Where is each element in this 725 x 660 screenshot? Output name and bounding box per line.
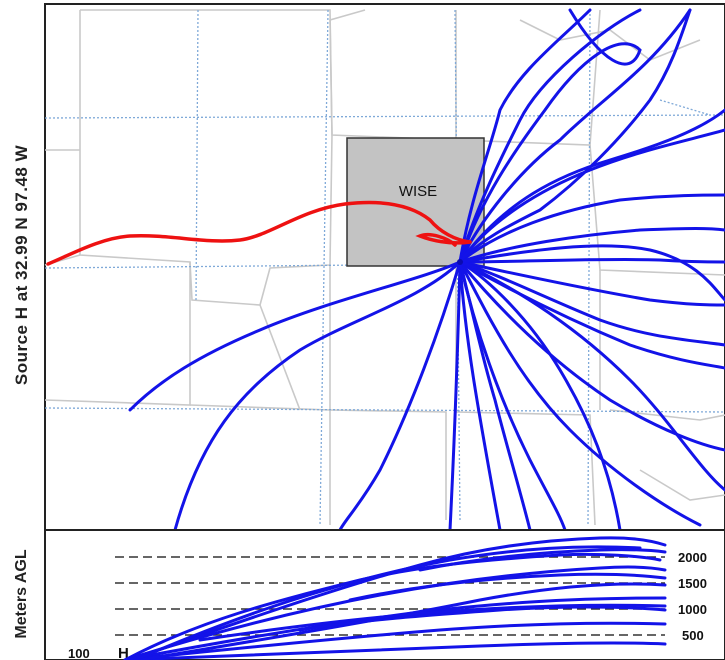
level-label-1000: 1000 bbox=[678, 602, 707, 617]
base-level-label: 100 bbox=[68, 646, 90, 660]
county-label-wise: WISE bbox=[399, 183, 437, 200]
level-label-500: 500 bbox=[682, 628, 704, 643]
vertical-trajectory-group bbox=[123, 536, 667, 660]
source-location-marker bbox=[457, 259, 463, 265]
highlighted-trajectory-loop bbox=[415, 232, 472, 247]
level-label-2000: 2000 bbox=[678, 550, 707, 565]
highlighted-trajectory bbox=[46, 200, 472, 266]
level-label-1500: 1500 bbox=[678, 576, 707, 591]
source-marker-label: H bbox=[118, 645, 129, 660]
road-network bbox=[44, 9, 725, 526]
trajectory-group bbox=[128, 8, 725, 532]
